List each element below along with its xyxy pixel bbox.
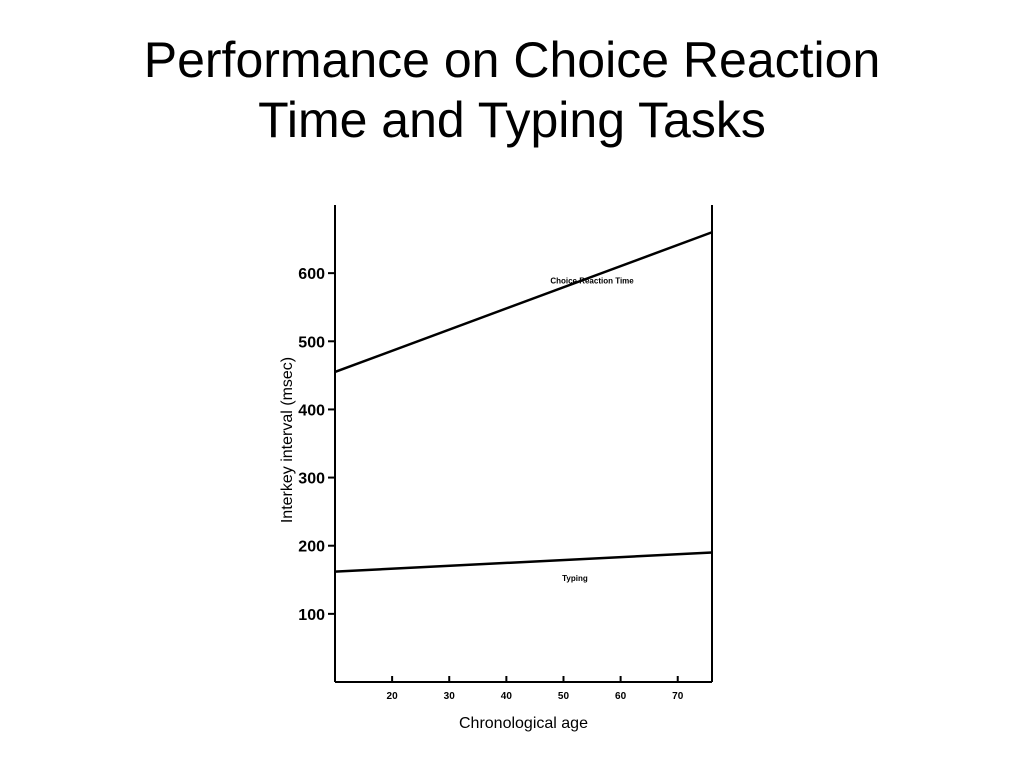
series-label-1: Choice Reaction Time: [550, 276, 634, 285]
x-tick-label: 40: [501, 691, 513, 702]
slide-title: Performance on Choice Reaction Time and …: [0, 30, 1024, 150]
y-tick-label: 300: [298, 471, 325, 488]
x-tick-label: 50: [558, 691, 570, 702]
series-line-1: [334, 231, 713, 374]
y-tick-label: 600: [298, 266, 325, 283]
y-tick-label: 200: [298, 539, 325, 556]
x-tick-label: 70: [672, 691, 684, 702]
x-tick-label: 20: [387, 691, 399, 702]
y-tick-label: 100: [298, 607, 325, 624]
x-tick-label: 60: [615, 691, 627, 702]
plot-area: 100 200 300 400 500 600 20 30 40 50 60 70 Choice R…: [298, 205, 713, 702]
slide-title-line-1: Performance on Choice Reaction: [143, 32, 881, 88]
y-axis-ticks: 100 200 300 400 500 600: [298, 266, 335, 624]
series-line-2: [334, 551, 713, 573]
x-axis-title: Chronological age: [459, 715, 588, 732]
x-tick-label: 30: [444, 691, 456, 702]
series-group: Choice Reaction Time Typing: [334, 231, 713, 583]
y-tick-label: 400: [298, 402, 325, 419]
y-tick-label: 500: [298, 334, 325, 351]
slide-title-line-2: Time and Typing Tasks: [258, 92, 766, 148]
series-label-2: Typing: [562, 574, 588, 583]
y-axis-title: Interkey interval (msec): [279, 357, 296, 523]
x-axis-ticks: 20 30 40 50 60 70: [387, 676, 684, 702]
